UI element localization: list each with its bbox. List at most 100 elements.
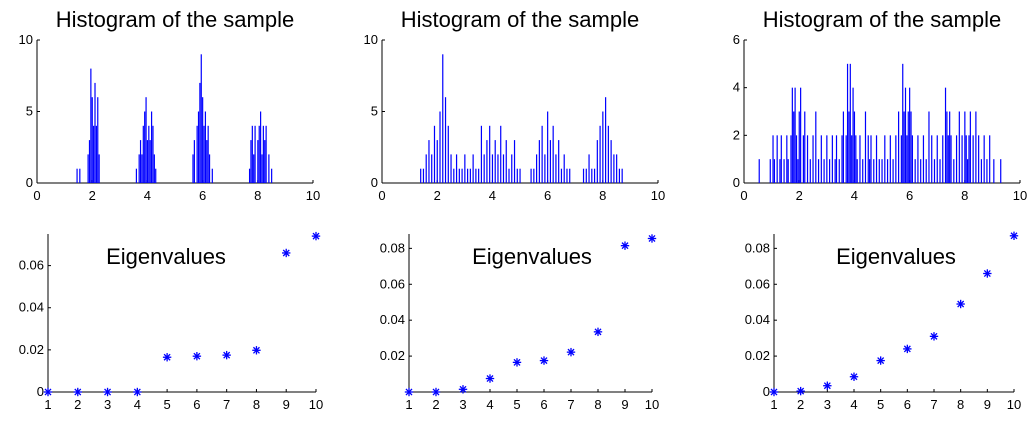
histogram-bar (265, 125, 267, 183)
histogram-bar (826, 135, 828, 183)
histogram-bar (141, 154, 143, 183)
eigenvalue-point (983, 269, 992, 278)
histogram-bar (208, 154, 211, 183)
histogram-bar (621, 168, 623, 183)
histogram-bar (873, 159, 875, 183)
x-tick-label: 2 (796, 188, 803, 203)
chart-title: Histogram of the sample (763, 7, 1001, 32)
histogram-bar (420, 168, 422, 183)
y-tick-label: 0.04 (745, 312, 770, 327)
eigenvalue-point (823, 381, 832, 390)
histogram-bar (76, 168, 78, 183)
y-tick-label: 5 (26, 104, 33, 119)
histogram-bar (97, 97, 99, 183)
histogram-bar (547, 111, 549, 183)
histogram-bar (569, 168, 571, 183)
x-tick-label: 10 (309, 397, 323, 412)
eigenvalues-panel-2: Eigenvalues 1 2 3 4 5 6 7 8 9 10 0.02 0.04 0.06 0.08 (380, 234, 659, 412)
x-tick-label: 4 (486, 397, 493, 412)
eigenvalue-point (404, 387, 414, 397)
histogram-bar (428, 140, 430, 183)
histogram-bar (472, 154, 474, 183)
histogram-bar (848, 111, 850, 183)
x-tick-label: 8 (957, 397, 964, 412)
histogram-bar (79, 168, 81, 183)
x-tick-label: 1 (770, 397, 777, 412)
histogram-bar (491, 154, 494, 183)
histogram-bar (533, 168, 535, 183)
eigenvalue-point (1009, 231, 1019, 240)
histogram-bar (135, 168, 138, 183)
y-tick-label: 6 (733, 32, 740, 47)
histogram-bar (949, 111, 951, 183)
x-tick-label: 1 (44, 397, 51, 412)
histogram-bar (986, 159, 988, 183)
histogram-bar (585, 168, 587, 183)
histogram-bar (983, 135, 985, 183)
x-tick-label: 2 (89, 188, 96, 203)
histogram-bar (793, 111, 795, 183)
histogram-bar (942, 135, 944, 183)
x-tick-label: 5 (513, 397, 520, 412)
y-tick-label: 0.06 (380, 276, 405, 291)
histogram-bar (922, 135, 925, 183)
y-tick-label: 0.04 (380, 312, 405, 327)
histogram-bar (969, 111, 971, 183)
histogram-bar (455, 154, 458, 183)
y-tick-label: 0.06 (19, 258, 44, 273)
chart-title: Histogram of the sample (56, 7, 294, 32)
eigenvalue-point (103, 387, 112, 397)
histogram-bar (794, 87, 796, 183)
eigenvalue-point (620, 241, 630, 250)
eigenvalue-point (192, 351, 202, 361)
histogram-bar (881, 159, 883, 183)
eigenvalue-point (311, 231, 321, 241)
histogram-bar (489, 125, 491, 183)
x-tick-label: 9 (621, 397, 628, 412)
histogram-bar (153, 154, 155, 183)
y-tick-label: 0.08 (745, 240, 770, 255)
histogram-bar (250, 140, 252, 183)
histogram-bar (878, 159, 880, 183)
eigenvalue-point (796, 386, 805, 396)
histogram-bar (958, 111, 960, 183)
histogram-bar (254, 125, 256, 183)
y-tick-label: 2 (733, 127, 740, 142)
histogram-bar (425, 154, 427, 183)
histogram-bar (616, 154, 618, 183)
histogram-bar (566, 168, 568, 183)
histogram-bar (541, 125, 543, 183)
histogram-bar (831, 135, 833, 183)
histogram-bar (475, 168, 477, 183)
x-tick-label: 3 (824, 397, 831, 412)
histogram-bar (253, 154, 255, 183)
histogram-bar (536, 154, 538, 183)
histogram-bar (152, 125, 154, 183)
chart-title: Eigenvalues (472, 244, 592, 269)
histogram-bar (900, 135, 902, 183)
histogram-bar (853, 111, 856, 183)
histogram-bar (264, 140, 266, 183)
histogram-panel-3: Histogram of the sample 0 2 4 6 8 10 0 2 4 6 (733, 7, 1027, 203)
eigenvalue-point (849, 372, 859, 381)
histogram-bar (467, 168, 469, 183)
eigenvalue-point (222, 350, 231, 360)
histogram-bar (431, 154, 433, 183)
histogram-bar (859, 135, 861, 183)
histogram-bar (145, 97, 147, 183)
histogram-bar (892, 159, 894, 183)
histogram-bar (142, 125, 144, 183)
histogram-bar (812, 135, 814, 183)
histogram-bar (450, 154, 452, 183)
histogram-bar (772, 135, 774, 183)
x-tick-label: 7 (223, 397, 230, 412)
histogram-panel-1: Histogram of the sample 0 2 4 6 8 10 0 5 10 (19, 7, 321, 203)
histogram-bar (262, 125, 264, 183)
histogram-bar (884, 135, 886, 183)
histogram-bar (480, 125, 483, 183)
histogram-bar (560, 168, 563, 183)
histogram-bar (610, 140, 612, 183)
histogram-bar (87, 154, 89, 183)
histogram-bar (787, 159, 789, 183)
